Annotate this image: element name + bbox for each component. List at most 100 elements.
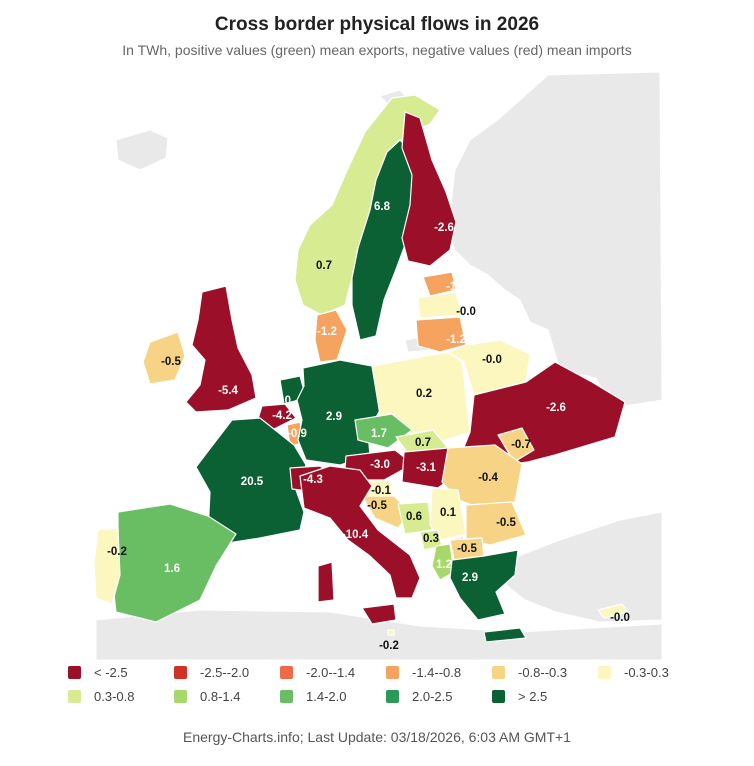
chart-subtitle: In TWh, positive values (green) mean exp… (122, 42, 632, 58)
legend-swatch (492, 689, 505, 703)
country-bulgaria[interactable] (465, 501, 527, 546)
country-latvia[interactable] (417, 291, 463, 319)
legend-label: 2.0-2.5 (412, 688, 453, 704)
value-label-sweden: 6.8 (374, 201, 391, 213)
bg-iceland (115, 129, 169, 171)
legend-swatch (68, 689, 81, 703)
legend-label: > 2.5 (518, 688, 548, 704)
value-label-slovakia: 0.7 (415, 437, 431, 449)
value-label-netherlands: 4.0 (275, 395, 291, 407)
legend-item[interactable]: 0.8-1.4 (174, 688, 240, 704)
country-uk[interactable] (185, 285, 257, 413)
value-label-estonia: -1.0 (446, 281, 466, 293)
background-land (95, 71, 663, 660)
value-label-switzerland: -4.3 (303, 474, 323, 486)
value-label-belarus: -0.0 (482, 354, 502, 366)
value-label-greece: 2.9 (462, 572, 478, 584)
value-label-north-macedonia: -0.5 (457, 543, 477, 555)
country-finland[interactable] (401, 111, 457, 267)
legend-label: 1.4-2.0 (306, 688, 347, 704)
value-label-italy: -10.4 (342, 529, 369, 541)
country-moldova[interactable] (497, 427, 535, 463)
country-france[interactable] (195, 417, 307, 544)
legend-label: -2.0--1.4 (306, 664, 356, 680)
value-label-romania: -0.4 (478, 472, 498, 484)
value-label-croatia: -0.5 (367, 500, 387, 512)
value-label-denmark: -1.2 (317, 326, 337, 338)
countries (93, 94, 629, 643)
bg-turkey (504, 511, 663, 623)
legend-swatch (174, 665, 187, 679)
legend-swatch (386, 665, 399, 679)
legend-label: -2.5--2.0 (200, 664, 250, 680)
country-italy-sardinia[interactable] (317, 561, 335, 603)
value-label-latvia: -0.0 (456, 306, 476, 318)
value-label-lithuania: -1.2 (446, 334, 466, 346)
value-label-spain: 1.6 (164, 563, 180, 575)
legend-item[interactable]: > 2.5 (492, 688, 547, 704)
value-label-bosnia: 0.6 (406, 511, 422, 523)
value-label-cyprus: -0.0 (610, 612, 630, 624)
source-footer: Energy-Charts.info; Last Update: 03/18/2… (183, 729, 571, 745)
country-greece-crete[interactable] (483, 627, 527, 643)
value-label-montenegro: 0.3 (423, 533, 439, 545)
europe-map: 0.7 6.8 -2.6 -1.0 -0.0 -1.2 -1.2 -0.5 -5… (93, 71, 663, 660)
country-denmark[interactable] (314, 309, 348, 363)
legend-item[interactable]: < -2.5 (68, 664, 128, 680)
country-ireland[interactable] (142, 331, 186, 385)
value-label-poland: 0.2 (416, 388, 432, 400)
legend-item[interactable]: 0.3-0.8 (68, 688, 134, 704)
value-label-finland: -2.6 (434, 222, 454, 234)
value-label-slovenia: -0.1 (371, 485, 391, 497)
legend-label: < -2.5 (94, 664, 128, 680)
value-label-germany: 2.9 (326, 411, 342, 423)
country-cyprus[interactable] (597, 603, 629, 619)
value-label-serbia: 0.1 (440, 507, 457, 519)
legend-swatch (68, 665, 81, 679)
country-bosnia[interactable] (397, 501, 433, 535)
country-portugal[interactable] (93, 527, 121, 605)
legend-label: -0.8--0.3 (518, 664, 568, 680)
legend-item[interactable]: -2.0--1.4 (280, 664, 355, 680)
legend-swatch (492, 665, 505, 679)
legend-item[interactable]: -1.4--0.8 (386, 664, 461, 680)
legend-swatch (386, 689, 399, 703)
country-italy-sicily[interactable] (361, 603, 397, 625)
value-label-belgium: -4.2 (272, 410, 292, 422)
value-label-ukraine: -2.6 (546, 402, 566, 414)
legend-label: -0.3-0.3 (624, 664, 669, 680)
legend-label: -1.4--0.8 (412, 664, 462, 680)
value-labels: 0.7 6.8 -2.6 -1.0 -0.0 -1.2 -1.2 -0.5 -5… (107, 201, 630, 652)
value-label-portugal: -0.2 (107, 546, 127, 558)
value-label-malta: -0.2 (379, 640, 399, 652)
legend-label: 0.8-1.4 (200, 688, 241, 704)
country-serbia[interactable] (429, 487, 467, 541)
country-lithuania[interactable] (415, 316, 467, 353)
value-label-norway: 0.7 (316, 260, 332, 272)
legend-swatch (598, 665, 611, 679)
country-albania[interactable] (431, 543, 455, 581)
country-belarus[interactable] (447, 339, 531, 396)
legend-swatch (280, 665, 293, 679)
legend-item[interactable]: 1.4-2.0 (280, 688, 346, 704)
value-label-albania: 1.2 (436, 559, 452, 571)
legend-item[interactable]: 2.0-2.5 (386, 688, 452, 704)
value-label-czechia: 1.7 (371, 428, 387, 440)
legend-label: 0.3-0.8 (94, 688, 135, 704)
legend-swatch (280, 689, 293, 703)
value-label-luxembourg: -0.9 (287, 428, 307, 440)
country-malta[interactable] (387, 629, 395, 636)
value-label-bulgaria: -0.5 (496, 517, 516, 529)
value-label-uk: -5.4 (218, 385, 238, 397)
legend-item[interactable]: -2.5--2.0 (174, 664, 249, 680)
country-italy[interactable] (299, 465, 421, 599)
value-label-france: 20.5 (241, 476, 264, 488)
country-greece[interactable] (449, 549, 519, 621)
value-label-austria: -3.0 (370, 459, 390, 471)
legend-item[interactable]: -0.8--0.3 (492, 664, 567, 680)
country-estonia[interactable] (422, 271, 457, 297)
legend-swatch (174, 689, 187, 703)
legend-item[interactable]: -0.3-0.3 (598, 664, 669, 680)
value-label-moldova: -0.7 (511, 439, 531, 451)
value-label-ireland: -0.5 (161, 356, 181, 368)
